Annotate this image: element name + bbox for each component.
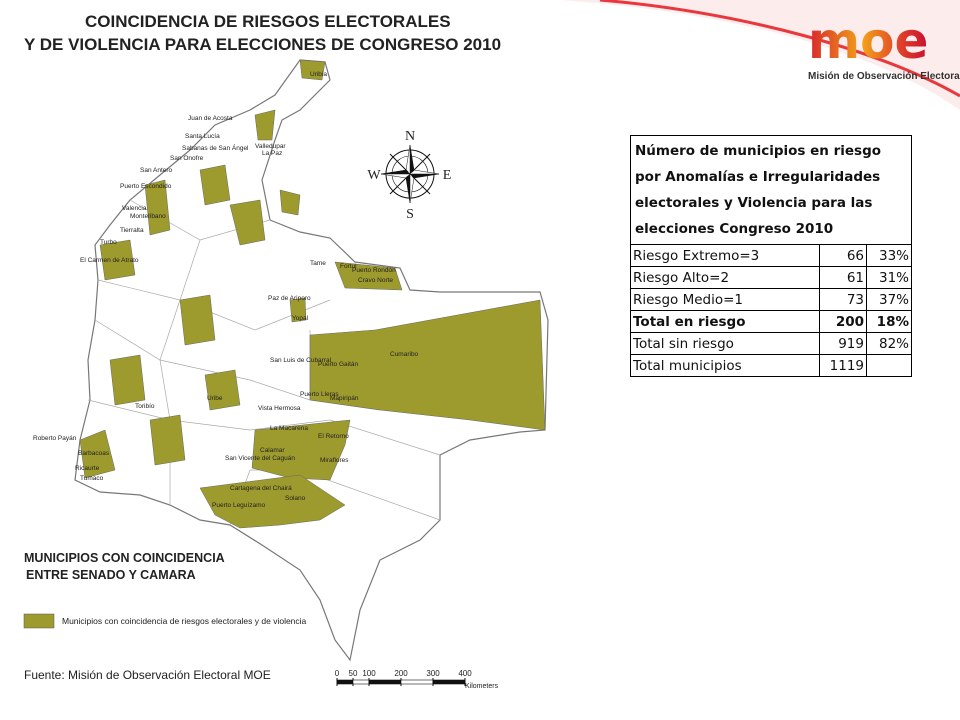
row-label: Total en riesgo <box>630 310 820 333</box>
row-share: 33% <box>866 244 912 267</box>
place-label: Valencia <box>122 205 147 212</box>
legend-heading: ENTRE SENADO Y CAMARA <box>26 568 196 582</box>
table-row: Riesgo Extremo=3 66 33% <box>630 244 912 267</box>
place-label: Roberto Payán <box>33 435 77 442</box>
place-label: Mapiripán <box>330 395 359 402</box>
scale-label: 200 <box>394 669 408 678</box>
scale-segment <box>368 679 402 685</box>
place-label: Barbacoas <box>78 450 110 457</box>
title-line: Y DE VIOLENCIA PARA ELECCIONES DE CONGRE… <box>24 35 501 54</box>
place-label: Santa Lucía <box>185 133 220 140</box>
risk-areas <box>79 59 546 529</box>
legend-swatch <box>23 613 55 629</box>
row-share <box>866 354 912 377</box>
place-label: Turbo <box>100 239 117 246</box>
place-label: Sabanas de San Ángel <box>182 143 249 152</box>
table-row: Total sin riesgo 919 82% <box>630 332 912 355</box>
table-row: Riesgo Alto=2 61 31% <box>630 266 912 289</box>
place-label: Valledupar <box>255 143 286 150</box>
place-label: Juan de Acosta <box>188 115 233 122</box>
row-share: 82% <box>866 332 912 355</box>
place-label: San Antero <box>140 167 173 174</box>
place-label: Vista Hermosa <box>258 405 301 412</box>
place-label: Uribe <box>207 395 223 402</box>
place-label: Puerto Escondido <box>120 183 172 190</box>
place-label: San Vicente del Caguán <box>225 455 295 462</box>
row-label: Riesgo Alto=2 <box>630 266 820 289</box>
row-share: 18% <box>866 310 912 333</box>
place-label: Montelíbano <box>130 213 166 220</box>
source: Fuente: Misión de Observación Electoral … <box>24 668 271 682</box>
logo-name: Misión de Observación Electoral <box>808 71 960 82</box>
map-labels: Uribia Juan de Acosta Santa Lucía Sabanas d… <box>33 71 419 509</box>
legend-heading: MUNICIPIOS CON COINCIDENCIA <box>24 551 225 565</box>
place-label: La Paz <box>262 150 282 157</box>
table-row: Total en riesgo 200 18% <box>630 310 912 333</box>
place-label: Cartagena del Chairá <box>230 485 292 492</box>
scale-segment <box>432 679 466 685</box>
row-count: 919 <box>819 332 867 355</box>
place-label: Calamar <box>260 447 285 454</box>
row-label: Total sin riesgo <box>630 332 820 355</box>
place-label: Tumaco <box>80 475 104 482</box>
scale-segment <box>400 679 434 685</box>
place-label: Puerto Leguízamo <box>212 502 266 509</box>
place-label: Yopal <box>292 315 309 322</box>
compass-north: N <box>405 129 415 144</box>
row-count: 61 <box>819 266 867 289</box>
place-label: Paz de Ariporo <box>268 295 311 302</box>
place-label: Cravo Norte <box>358 277 393 284</box>
row-count: 1119 <box>819 354 867 377</box>
corner-swoosh <box>560 0 960 110</box>
compass-south: S <box>406 207 414 222</box>
row-share: 37% <box>866 288 912 311</box>
scale-label: 300 <box>426 669 440 678</box>
place-label: Solano <box>285 495 306 502</box>
scale-label: 50 <box>349 669 358 678</box>
scale-unit: Kilometers <box>465 683 499 690</box>
legend-item: Municipios con coincidencia de riesgos e… <box>62 616 307 626</box>
row-count: 200 <box>819 310 867 333</box>
place-label: San Luis de Cubarral <box>270 357 332 364</box>
place-label: La Macarena <box>270 425 308 432</box>
place-label: Cumaribo <box>390 351 419 358</box>
place-label: Fortul <box>340 263 357 270</box>
scale-label: 400 <box>458 669 472 678</box>
row-count: 73 <box>819 288 867 311</box>
scale-segment <box>336 679 354 685</box>
place-label: El Retorno <box>318 433 349 440</box>
place-label: Puerto Rondón <box>352 267 396 274</box>
scale-label: 0 <box>335 669 340 678</box>
place-label: Ricaurte <box>75 465 100 472</box>
row-label: Total municipios <box>630 354 820 377</box>
title-line: COINCIDENCIA DE RIESGOS ELECTORALES <box>85 12 451 31</box>
compass-west: W <box>367 168 381 183</box>
compass-east: E <box>443 168 452 183</box>
table-row: Riesgo Medio=1 73 37% <box>630 288 912 311</box>
place-label: El Carmen de Atrato <box>80 257 139 264</box>
row-label: Riesgo Extremo=3 <box>630 244 820 267</box>
table-row: Total municipios 1119 <box>630 354 912 377</box>
row-count: 66 <box>819 244 867 267</box>
table-heading-row: Número de municipios en riesgo por Anoma… <box>630 135 912 245</box>
place-label: Miraflores <box>320 457 349 464</box>
place-label: San Onofre <box>170 155 204 162</box>
place-label: Puerto Gaitán <box>318 361 358 368</box>
corner-swoosh-line <box>599 0 960 98</box>
compass-rose <box>380 144 440 204</box>
row-share: 31% <box>866 266 912 289</box>
place-label: Tierralta <box>120 227 144 234</box>
scale-segment <box>352 679 370 685</box>
row-label: Riesgo Medio=1 <box>630 288 820 311</box>
place-label: Uribia <box>310 71 327 78</box>
scale-label: 100 <box>362 669 376 678</box>
risk-table: Número de municipios en riesgo por Anoma… <box>630 135 912 377</box>
place-label: Tame <box>310 260 326 267</box>
place-label: Puerto Lleras <box>300 391 339 398</box>
table-heading: Número de municipios en riesgo por Anoma… <box>630 135 912 245</box>
logo-wordmark: moe <box>808 12 928 70</box>
place-label: Toribío <box>135 403 155 410</box>
